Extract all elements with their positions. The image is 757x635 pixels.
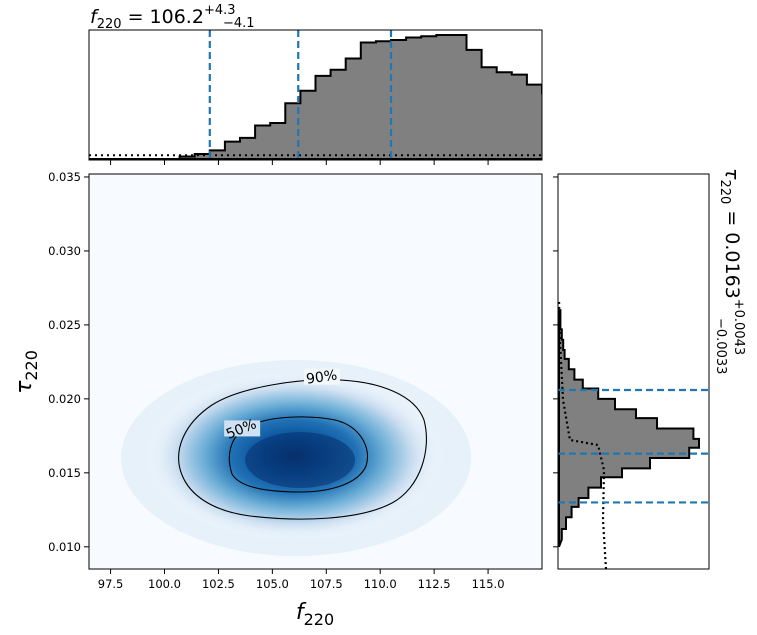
x-axis-label: f220 [296, 600, 334, 629]
svg-text:τ220 = 0.0163+0.0043: τ220 = 0.0163+0.0043 [717, 168, 746, 355]
right-panel-frame [557, 173, 710, 570]
y-tick-label: 0.035 [48, 170, 81, 184]
x-tick-label: 100.0 [148, 577, 181, 591]
x-tick-label: 107.5 [310, 577, 343, 591]
y-tick-label: 0.030 [48, 244, 81, 258]
x-tick-label: 112.5 [418, 577, 451, 591]
main-2d-panel: 50%90% 97.5 100.0 102.5 105.0 107.5 110.0 112.… [48, 170, 543, 591]
y-tick-label: 0.015 [48, 466, 81, 480]
right-histogram [558, 309, 700, 548]
contour-label-bg-1 [303, 368, 340, 385]
right-marginal-panel [553, 173, 710, 570]
top-marginal-panel [88, 29, 543, 165]
top-panel-frame [88, 29, 543, 161]
contour-50 [228, 416, 368, 493]
top-title: f220 = 106.2+4.3 [90, 3, 236, 32]
x-tick-label: 97.5 [98, 577, 124, 591]
main-panel-frame [88, 173, 543, 570]
y-tick-label: 0.020 [48, 392, 81, 406]
right-title-minus: −0.0033 [713, 318, 728, 374]
x-tick-label: 105.0 [256, 577, 289, 591]
svg-text:τ220: τ220 [12, 350, 41, 394]
x-tick-label: 102.5 [202, 577, 235, 591]
y-tick-label: 0.025 [48, 318, 81, 332]
density-core [245, 432, 356, 489]
y-tick-label: 0.010 [48, 540, 81, 554]
right-panel-background [558, 174, 709, 569]
contour-label-90%: 90% [305, 368, 338, 388]
y-axis-label: τ220 [12, 350, 41, 394]
top-histogram [89, 34, 542, 160]
top-title-minus: −4.1 [223, 16, 255, 31]
x-tick-label: 110.0 [364, 577, 397, 591]
contour-label-bg-0 [224, 420, 261, 437]
x-tick-label: 115.0 [472, 577, 505, 591]
right-title: τ220 = 0.0163+0.0043 −0.0033 [713, 168, 746, 374]
